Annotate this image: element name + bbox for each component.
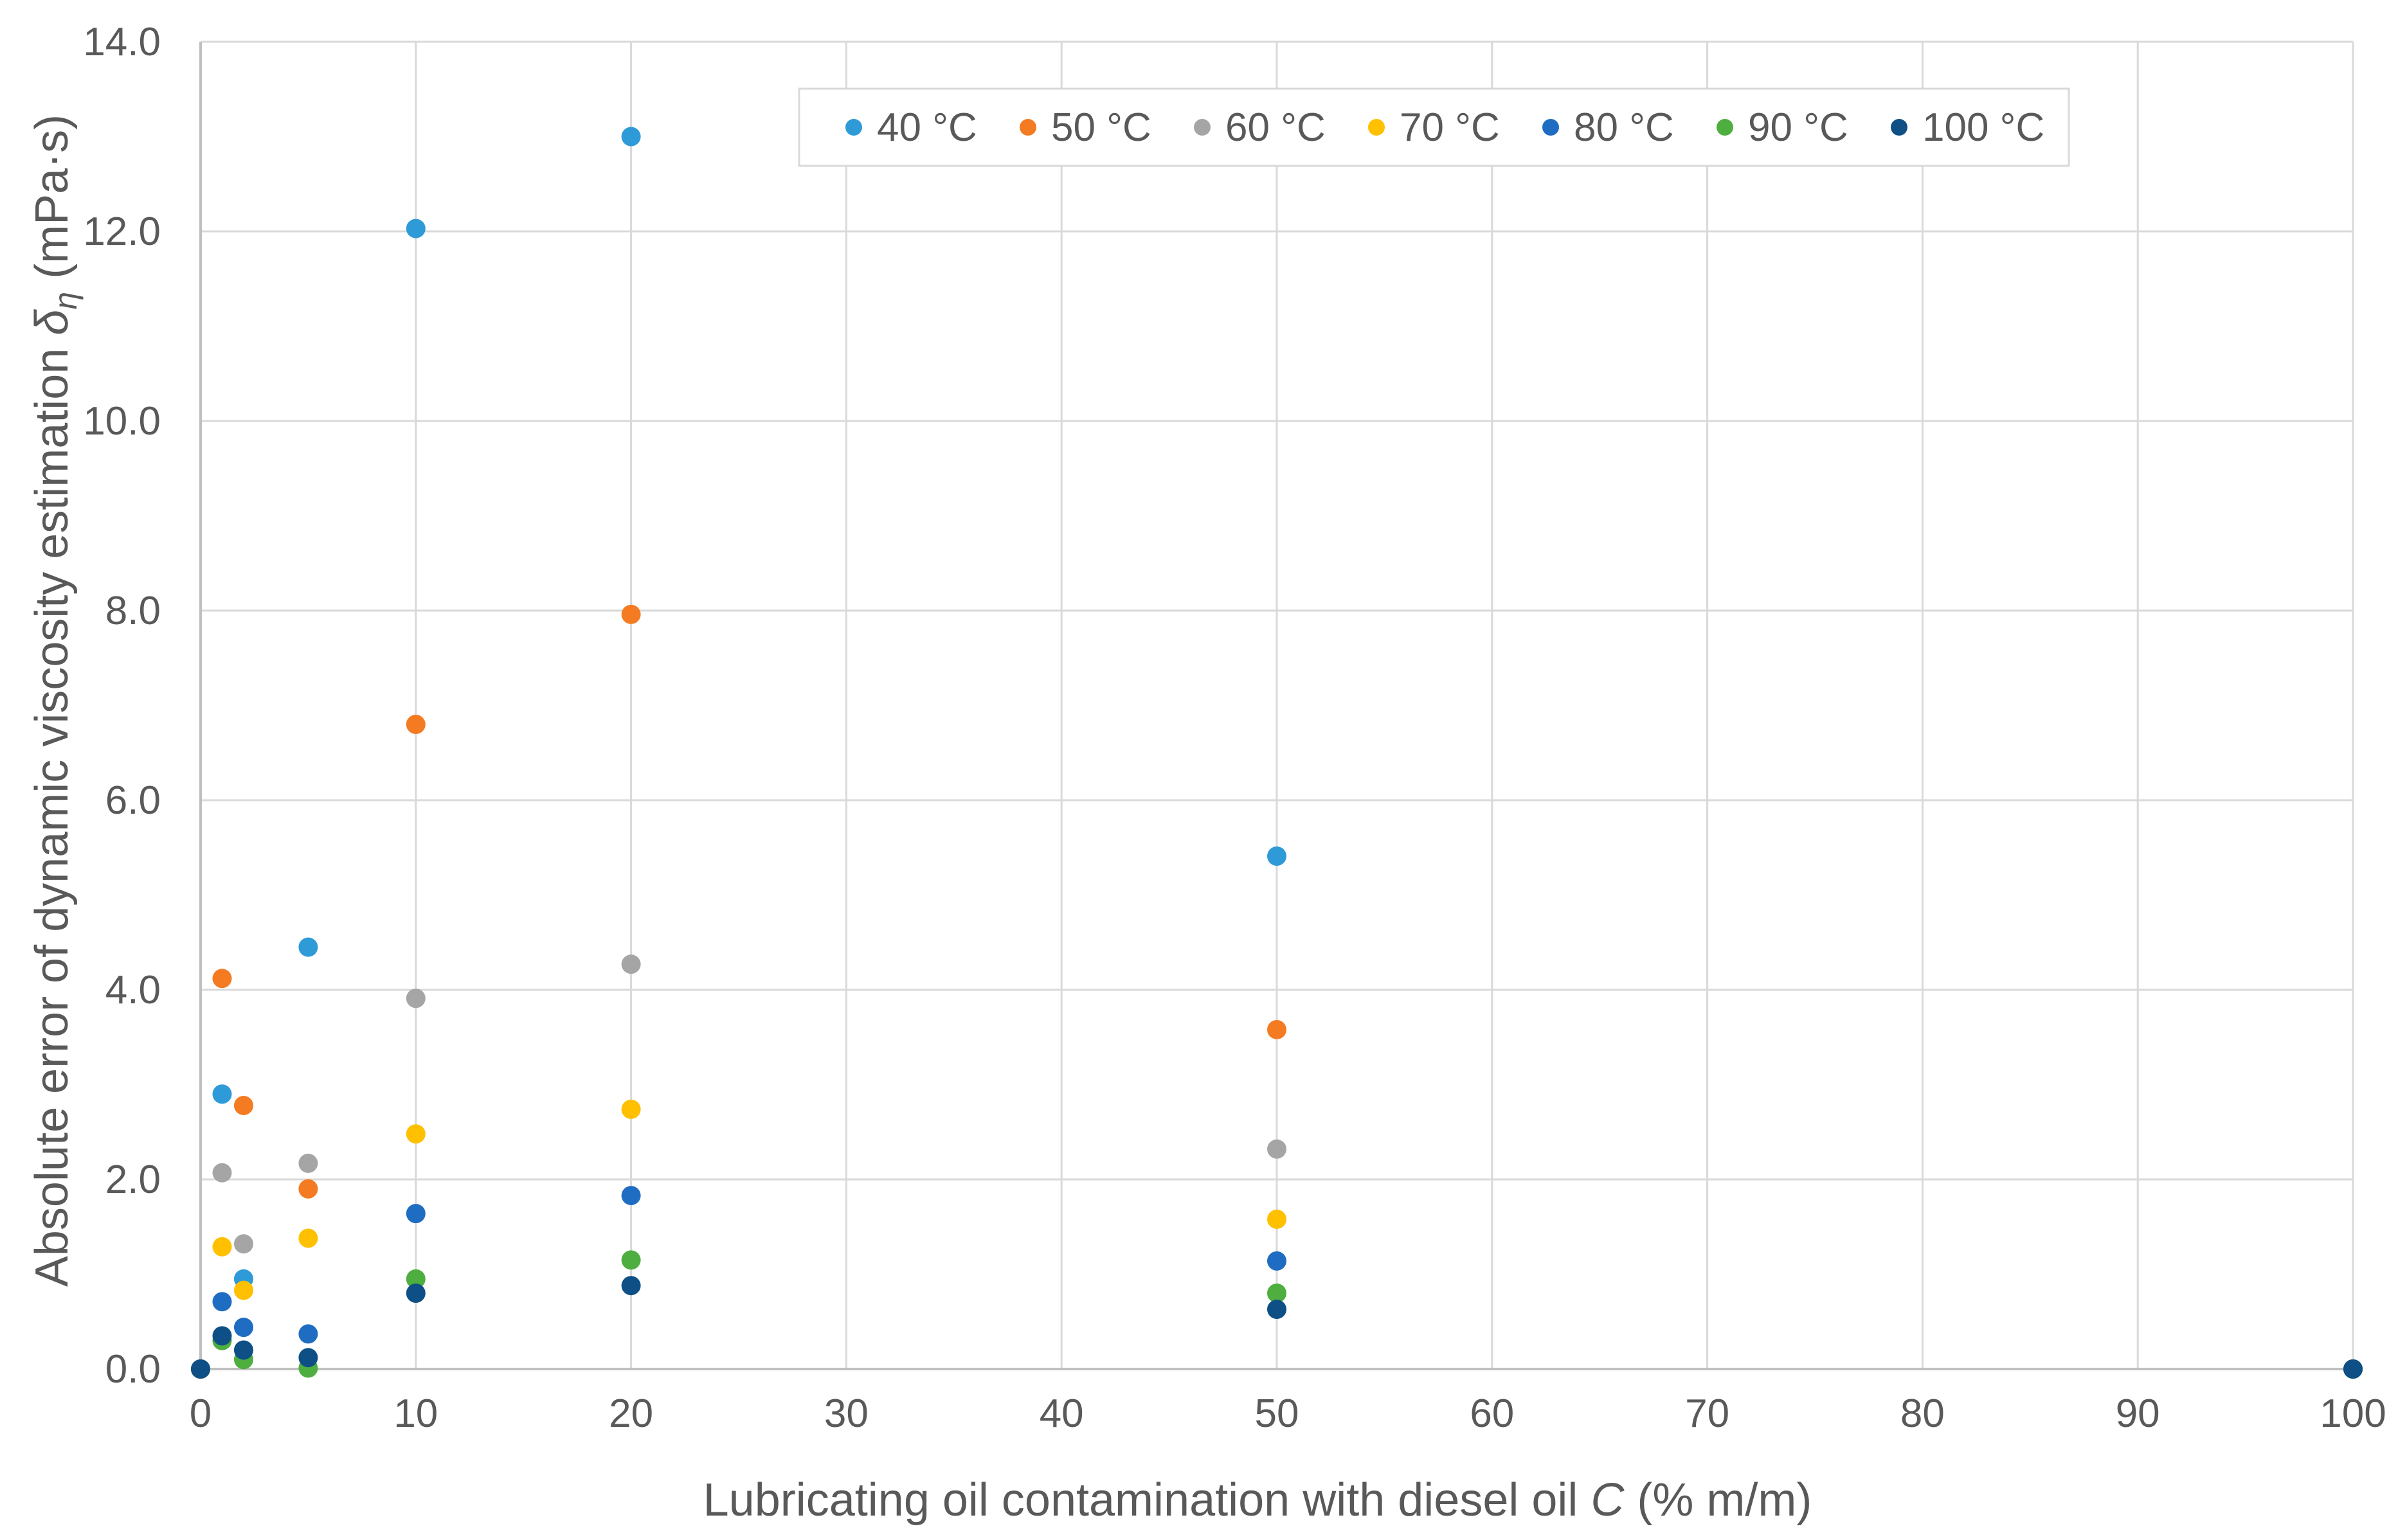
legend-marker (1717, 119, 1733, 136)
x-axis-title: Lubricating oil contamination with diese… (703, 1474, 1812, 1526)
point-100c (233, 1340, 253, 1360)
x-tick-label: 0 (190, 1392, 212, 1436)
y-tick-label: 8.0 (105, 589, 161, 633)
point-40c (298, 937, 318, 957)
legend-label: 40 °C (877, 105, 977, 150)
legend-label: 100 °C (1922, 105, 2044, 150)
x-tick-label: 70 (1685, 1392, 1729, 1436)
point-100c (212, 1326, 232, 1346)
y-tick-label: 6.0 (105, 778, 161, 823)
x-axis-title-prefix: Lubricating oil contamination with diese… (703, 1474, 1591, 1526)
legend-marker (1542, 119, 1559, 136)
point-50c (233, 1095, 253, 1115)
grid-lines (199, 40, 2354, 1370)
point-60c (233, 1234, 253, 1254)
point-100c (298, 1348, 318, 1368)
legend-marker (845, 119, 862, 136)
y-tick-label: 10.0 (83, 399, 161, 443)
x-tick-label: 10 (393, 1392, 438, 1436)
legend-label: 90 °C (1748, 105, 1848, 150)
point-80c (621, 1186, 641, 1206)
point-40c (212, 1084, 232, 1104)
x-tick-label: 30 (824, 1392, 869, 1436)
point-40c (621, 127, 641, 147)
point-80c (406, 1204, 426, 1224)
point-70c (621, 1099, 641, 1119)
point-100c (2343, 1359, 2363, 1379)
legend-marker (1194, 119, 1211, 136)
x-tick-label: 40 (1040, 1392, 1084, 1436)
legend-label: 80 °C (1574, 105, 1674, 150)
point-100c (621, 1276, 641, 1296)
point-40c (1267, 846, 1286, 866)
point-100c (1267, 1300, 1286, 1320)
point-90c (621, 1250, 641, 1270)
point-50c (1267, 1019, 1286, 1039)
legend-marker (1368, 119, 1385, 136)
point-60c (298, 1153, 318, 1173)
y-tick-label: 14.0 (83, 20, 161, 64)
point-50c (406, 715, 426, 734)
y-axis-title-variable: δ (26, 309, 78, 336)
point-90c (1267, 1284, 1286, 1303)
x-axis-title-suffix: (% m/m) (1624, 1474, 1812, 1526)
legend-label: 70 °C (1400, 105, 1500, 150)
point-50c (298, 1179, 318, 1199)
point-60c (1267, 1139, 1286, 1159)
point-40c (406, 219, 426, 238)
x-tick-label: 100 (2320, 1392, 2386, 1436)
point-70c (233, 1280, 253, 1300)
point-80c (212, 1292, 232, 1312)
x-tick-label: 90 (2116, 1392, 2160, 1436)
point-60c (212, 1163, 232, 1183)
legend-marker (1020, 119, 1036, 136)
legend-label: 60 °C (1225, 105, 1326, 150)
point-70c (1267, 1209, 1286, 1229)
x-tick-label: 80 (1900, 1392, 1945, 1436)
legend-box (798, 87, 2070, 167)
x-tick-label: 60 (1470, 1392, 1514, 1436)
y-tick-label: 4.0 (105, 968, 161, 1012)
point-80c (298, 1324, 318, 1344)
y-axis-title-suffix: (mPa·s) (26, 114, 78, 292)
point-60c (406, 989, 426, 1008)
point-60c (621, 954, 641, 974)
x-tick-label: 20 (609, 1392, 653, 1436)
axes (199, 42, 2353, 1370)
point-90c (406, 1269, 426, 1289)
x-axis-title-variable: C (1591, 1474, 1625, 1526)
point-70c (298, 1228, 318, 1248)
legend-label: 50 °C (1051, 105, 1151, 150)
tick-labels: 0.0 2.0 4.0 6.0 8.0 10.0 12.0 14.0 0 10 20 30 40 50 60… (83, 20, 2386, 1436)
point-100c (191, 1359, 210, 1379)
point-100c (406, 1284, 426, 1303)
point-80c (233, 1318, 253, 1338)
point-50c (621, 604, 641, 624)
y-tick-label: 2.0 (105, 1158, 161, 1202)
point-70c (212, 1237, 232, 1257)
legend: 40 °C 50 °C 60 °C 70 °C 80 °C 90 °C 100 °C (798, 87, 2070, 167)
legend-marker (1891, 119, 1907, 136)
y-axis-title-subscript: η (48, 292, 84, 310)
y-tick-label: 12.0 (83, 210, 161, 254)
x-tick-label: 50 (1255, 1392, 1299, 1436)
point-80c (1267, 1251, 1286, 1271)
y-axis-title-prefix: Absolute error of dynamic viscosity esti… (26, 336, 78, 1287)
data-points (191, 127, 2363, 1379)
point-70c (406, 1124, 426, 1144)
y-tick-label: 0.0 (105, 1347, 161, 1392)
point-50c (212, 969, 232, 989)
y-axis-title: Absolute error of dynamic viscosity esti… (26, 114, 84, 1287)
